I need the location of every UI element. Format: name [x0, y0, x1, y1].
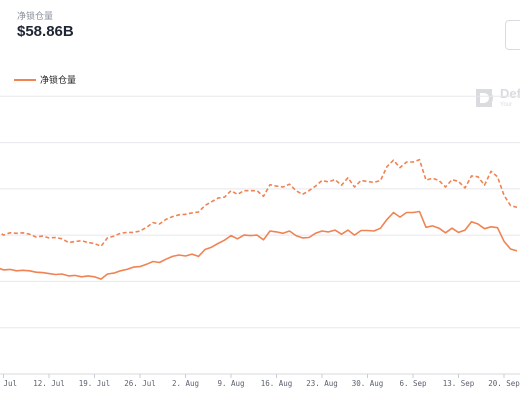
grid-lines [0, 95, 520, 375]
watermark-brand: Def [500, 86, 520, 101]
x-tick-label: 6. Sep [399, 379, 427, 388]
x-tick-label: 13. Sep [443, 379, 475, 388]
x-tick-label: 20. Sep [488, 379, 520, 388]
x-tick-label: 5. Jul [0, 379, 17, 388]
legend-swatch [14, 78, 36, 81]
x-tick-label: 19. Jul [79, 379, 111, 388]
legend-label: 净锁仓量 [40, 75, 77, 85]
x-tick-label: 2. Aug [172, 379, 199, 388]
series-line-dashed[interactable] [0, 158, 518, 248]
x-tick-label: 30. Aug [352, 379, 384, 388]
x-axis: 5. Jul 12. Jul 19. Jul 26. Jul 2. Aug 9. Aug 1… [0, 374, 520, 388]
x-tick-label: 16. Aug [261, 379, 293, 388]
x-tick-label: 12. Jul [33, 379, 65, 388]
x-tick-label: 9. Aug [217, 379, 244, 388]
series-lines [0, 158, 518, 280]
chart-legend[interactable]: 净锁仓量 [14, 73, 76, 86]
tvl-value: $58.86B [17, 23, 74, 40]
watermark: Def Your [474, 86, 520, 110]
series-line-solid[interactable] [0, 210, 518, 280]
tvl-label: 净锁仓量 [17, 11, 54, 21]
x-tick-label: 23. Aug [306, 379, 338, 388]
brand-logo-icon [476, 89, 493, 107]
watermark-tagline: Your [500, 102, 513, 108]
tvl-header: 净锁仓量 $58.86B [17, 10, 74, 41]
chart-options-button[interactable] [505, 20, 520, 50]
x-tick-label: 26. Jul [124, 379, 156, 388]
